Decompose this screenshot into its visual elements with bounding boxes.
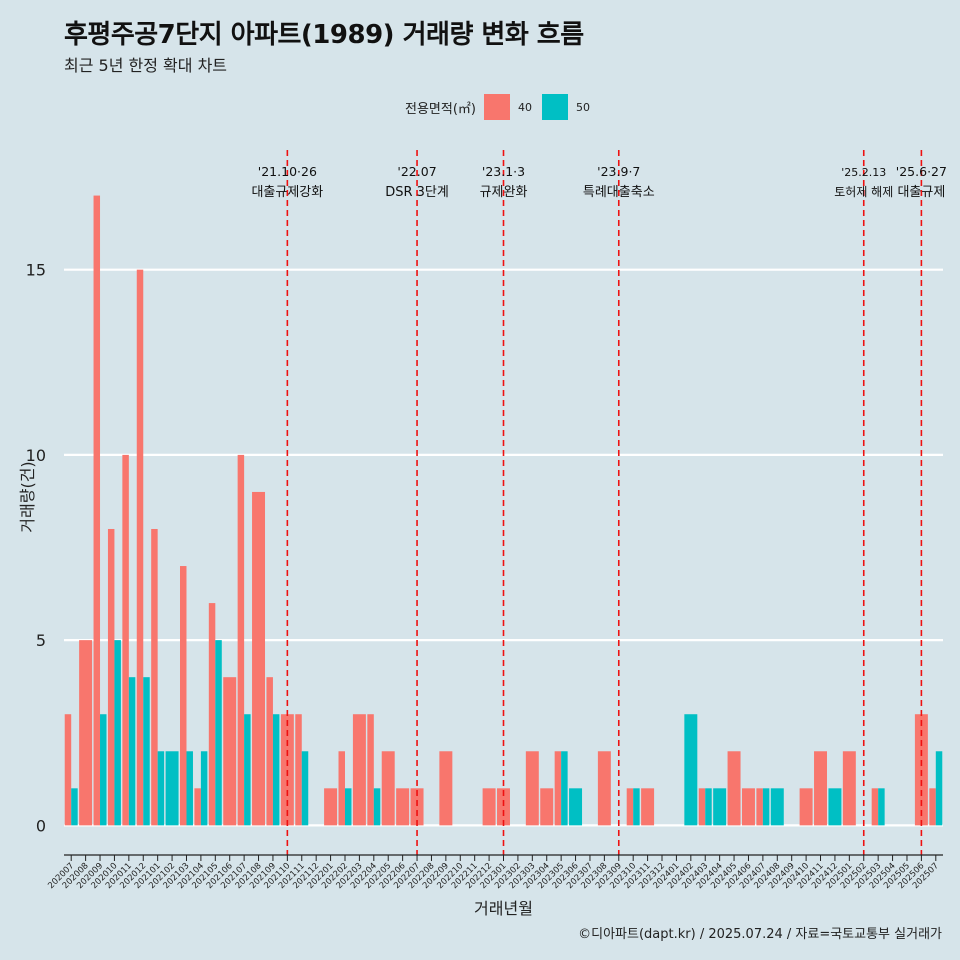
annotation-label: 특례대출축소 (583, 185, 655, 200)
annotation-date: '23.9·7 (597, 164, 640, 179)
bar (525, 751, 539, 826)
legend-title: 전용면적(㎡) (405, 101, 476, 117)
bar (762, 788, 770, 826)
bar (540, 788, 554, 826)
source-caption: ©디아파트(dapt.kr) / 2025.07.24 / 자료=국토교통부 실… (578, 927, 942, 942)
bar (338, 751, 345, 826)
bar (122, 454, 129, 826)
bar (439, 751, 453, 826)
bar (871, 788, 879, 826)
bar (799, 788, 813, 826)
legend: 전용면적(㎡) 40 50 (405, 93, 600, 121)
bar (252, 491, 266, 826)
annotation-label: 대출규제강화 (251, 185, 323, 200)
bar (107, 528, 115, 826)
bar (244, 714, 251, 826)
bar (684, 714, 698, 826)
bar (597, 751, 611, 826)
bar (100, 714, 107, 826)
bar (367, 714, 374, 826)
bar (64, 714, 72, 826)
annotation-label: DSR 3단계 (385, 185, 449, 200)
bar (143, 677, 150, 826)
annotation-date: '25.2.13 (841, 166, 886, 179)
bar (727, 751, 741, 826)
bar (344, 788, 352, 826)
bar (756, 788, 763, 826)
chart-title: 후평주공7단지 아파트(1989) 거래량 변화 흐름 (64, 20, 584, 50)
bar (935, 751, 943, 826)
annotation-date: '23.1·3 (482, 164, 525, 179)
bar (705, 788, 712, 826)
bar (373, 788, 381, 826)
bar (186, 751, 193, 826)
bar (208, 603, 216, 826)
legend-swatch-50 (541, 94, 568, 120)
bar (554, 751, 562, 826)
bar (79, 640, 93, 826)
bar (194, 788, 201, 826)
bar (266, 677, 273, 826)
chart-subtitle: 최근 5년 한정 확대 차트 (64, 56, 228, 75)
bar (114, 640, 121, 826)
bar (410, 788, 424, 826)
annotation-date: '25.6·27 (896, 164, 947, 179)
annotation-label: 대출규제 (897, 185, 945, 200)
y-tick-label: 10 (26, 446, 46, 465)
bar (179, 566, 187, 826)
bar (929, 788, 936, 826)
bar (878, 788, 885, 826)
bar (482, 788, 496, 826)
bar (814, 751, 828, 826)
bar (396, 788, 410, 826)
bar (165, 751, 179, 826)
bar (280, 714, 294, 826)
bar (497, 788, 510, 826)
bar (842, 751, 856, 826)
y-tick-label: 15 (26, 261, 46, 280)
bar (151, 528, 158, 826)
bar (215, 640, 222, 826)
bar (914, 714, 928, 826)
bar (641, 788, 655, 826)
bar (272, 714, 280, 826)
y-tick-label: 5 (36, 631, 46, 650)
bar (223, 677, 237, 826)
bar (828, 788, 842, 826)
bar (157, 751, 165, 826)
bar (561, 751, 568, 826)
bar (698, 788, 706, 826)
x-axis-title: 거래년월 (474, 899, 533, 918)
legend-swatch-40 (483, 94, 510, 120)
bar (352, 714, 366, 826)
bar (295, 714, 302, 826)
bar (237, 454, 245, 826)
bar (71, 788, 78, 826)
y-tick-label: 0 (36, 816, 46, 835)
bar (136, 269, 144, 826)
legend-label-50: 50 (575, 100, 590, 114)
y-axis-title: 거래량(건) (18, 461, 37, 532)
bar (93, 195, 101, 826)
bar (301, 751, 309, 826)
bar (569, 788, 583, 826)
bar (633, 788, 640, 826)
bar (626, 788, 634, 826)
bar (324, 788, 338, 826)
annotation-date: '21.10·26 (258, 164, 317, 179)
bar (381, 751, 395, 826)
legend-label-40: 40 (517, 100, 532, 114)
annotation-label: 토허제 해제 (834, 185, 893, 199)
annotation-label: 규제완화 (480, 185, 528, 200)
bar (741, 788, 755, 826)
bar (200, 751, 208, 826)
bar (770, 788, 784, 826)
annotation-date: '22.07 (397, 164, 436, 179)
bar (128, 677, 136, 826)
bar (713, 788, 727, 826)
